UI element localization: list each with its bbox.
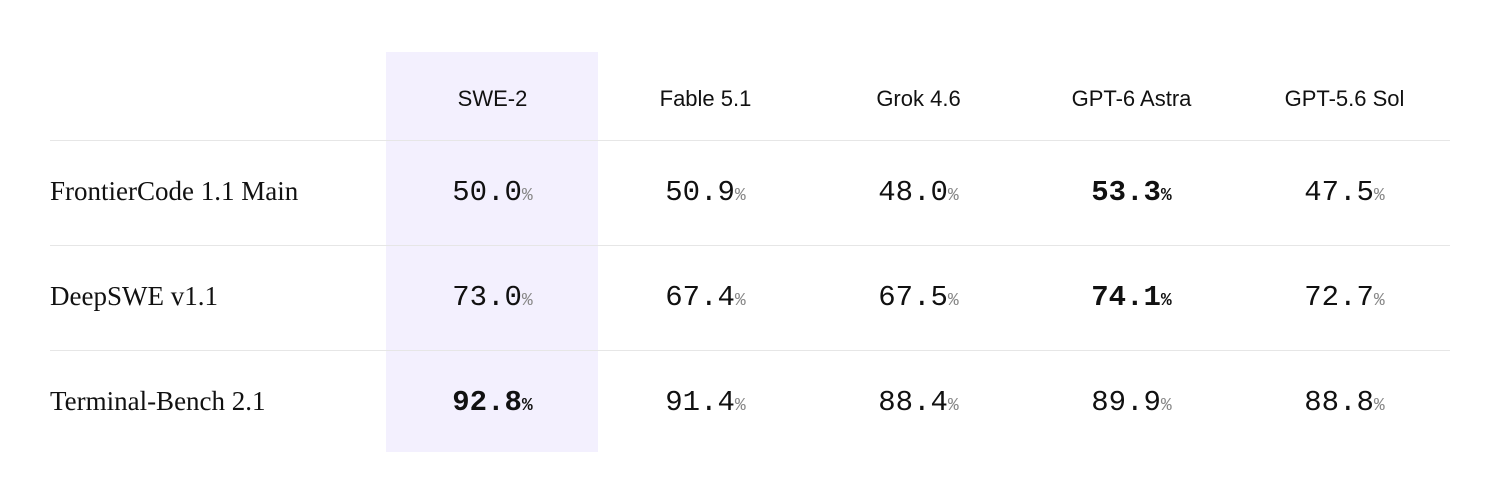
score-value: 74.1 bbox=[1091, 281, 1161, 314]
row-divider bbox=[50, 140, 1450, 141]
column-header: GPT-6 Astra bbox=[1071, 86, 1192, 111]
column-header: SWE-2 bbox=[457, 86, 528, 111]
score-unit: % bbox=[947, 291, 959, 311]
score-cell: 73.0% bbox=[386, 281, 599, 314]
score-unit: % bbox=[1373, 396, 1385, 416]
row-divider bbox=[50, 245, 1450, 246]
score-cell: 47.5% bbox=[1238, 176, 1451, 209]
score-cell: 48.0% bbox=[812, 176, 1025, 209]
score-cell: 92.8% bbox=[386, 386, 599, 419]
score-unit: % bbox=[1373, 186, 1385, 206]
score-value: 88.4 bbox=[878, 386, 948, 419]
score-value: 73.0 bbox=[452, 281, 522, 314]
score-unit: % bbox=[734, 291, 746, 311]
score-value: 50.0 bbox=[452, 176, 522, 209]
row-label: FrontierCode 1.1 Main bbox=[50, 176, 299, 206]
score-cell: 50.9% bbox=[599, 176, 812, 209]
score-cell: 88.4% bbox=[812, 386, 1025, 419]
score-cell: 67.5% bbox=[812, 281, 1025, 314]
row-label: DeepSWE v1.1 bbox=[50, 281, 218, 311]
score-unit: % bbox=[734, 186, 746, 206]
row-label: Terminal-Bench 2.1 bbox=[50, 386, 266, 416]
score-cell: 89.9% bbox=[1025, 386, 1238, 419]
score-unit: % bbox=[521, 291, 533, 311]
score-unit: % bbox=[947, 186, 959, 206]
highlight-column bbox=[386, 52, 598, 452]
score-unit: % bbox=[521, 186, 533, 206]
row-divider bbox=[50, 350, 1450, 351]
score-value: 50.9 bbox=[665, 176, 735, 209]
score-unit: % bbox=[521, 396, 533, 416]
score-unit: % bbox=[734, 396, 746, 416]
score-unit: % bbox=[947, 396, 959, 416]
score-cell: 88.8% bbox=[1238, 386, 1451, 419]
score-value: 88.8 bbox=[1304, 386, 1374, 419]
score-value: 92.8 bbox=[452, 386, 522, 419]
score-value: 47.5 bbox=[1304, 176, 1374, 209]
column-header: Grok 4.6 bbox=[876, 86, 961, 111]
column-header: Fable 5.1 bbox=[659, 86, 752, 111]
score-value: 91.4 bbox=[665, 386, 735, 419]
score-cell: 91.4% bbox=[599, 386, 812, 419]
score-cell: 50.0% bbox=[386, 176, 599, 209]
score-cell: 67.4% bbox=[599, 281, 812, 314]
score-unit: % bbox=[1160, 396, 1172, 416]
score-unit: % bbox=[1160, 186, 1172, 206]
score-value: 67.5 bbox=[878, 281, 948, 314]
score-cell: 72.7% bbox=[1238, 281, 1451, 314]
score-cell: 74.1% bbox=[1025, 281, 1238, 314]
column-header: GPT-5.6 Sol bbox=[1284, 86, 1405, 111]
score-unit: % bbox=[1373, 291, 1385, 311]
score-value: 48.0 bbox=[878, 176, 948, 209]
score-value: 53.3 bbox=[1091, 176, 1161, 209]
score-cell: 53.3% bbox=[1025, 176, 1238, 209]
score-value: 67.4 bbox=[665, 281, 735, 314]
score-unit: % bbox=[1160, 291, 1172, 311]
score-value: 72.7 bbox=[1304, 281, 1374, 314]
score-value: 89.9 bbox=[1091, 386, 1161, 419]
